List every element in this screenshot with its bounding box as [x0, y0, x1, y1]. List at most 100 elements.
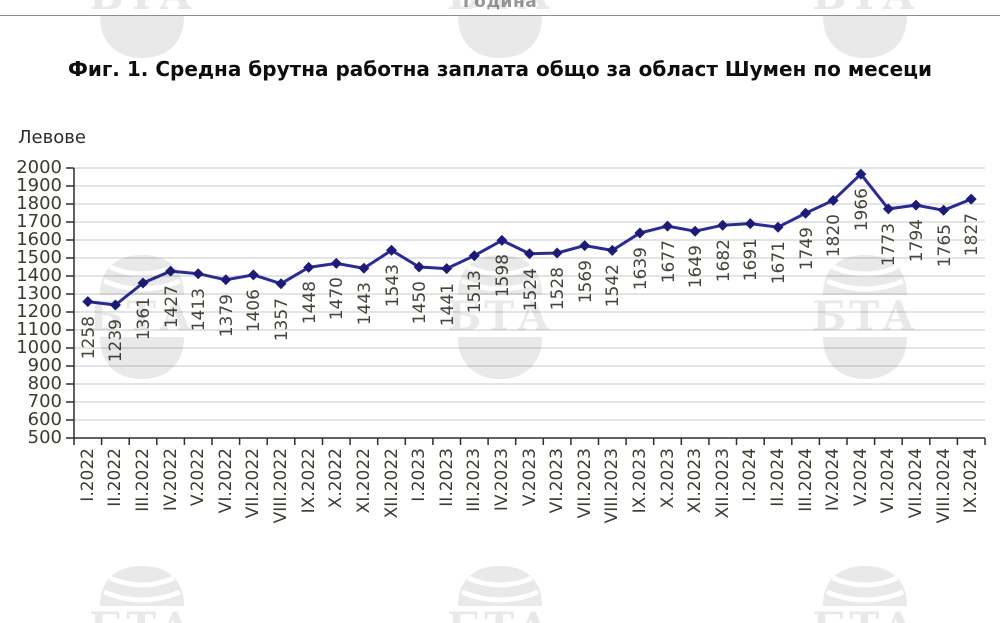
data-point-label: 1827 — [962, 213, 983, 257]
data-point-label: 1542 — [603, 264, 624, 308]
data-point-marker — [689, 225, 701, 237]
data-point-label: 1258 — [79, 316, 99, 366]
x-tick-label: I.2023 — [409, 448, 430, 502]
x-tick-label: VI.2022 — [215, 448, 236, 514]
data-point-marker — [910, 199, 922, 211]
x-tick-label: II.2022 — [105, 448, 126, 507]
x-tick-label: IV.2022 — [160, 448, 181, 512]
data-point-marker — [744, 218, 756, 230]
data-point-label: 1448 — [299, 281, 320, 325]
y-tick-label: 500 — [27, 427, 62, 448]
data-point-label: 1357 — [272, 297, 292, 341]
y-tick-label: 1400 — [16, 265, 62, 286]
data-point-label: 1513 — [465, 269, 486, 313]
data-point-label: 1598 — [492, 254, 513, 298]
data-point-marker — [358, 262, 370, 274]
x-tick-label: XII.2023 — [712, 448, 733, 519]
data-point-label: 1773 — [879, 222, 900, 267]
x-tick-label: IV.2023 — [491, 448, 512, 512]
x-tick-label: V.2023 — [519, 448, 540, 507]
x-tick-label: XI.2022 — [353, 448, 374, 514]
data-point-label: 1413 — [189, 287, 210, 331]
data-point-label: 1682 — [713, 239, 734, 283]
data-point-label: 1443 — [354, 282, 375, 326]
y-tick-label: 1600 — [16, 229, 62, 250]
x-tick-label: VIII.2022 — [271, 448, 291, 524]
x-tick-label: II.2024 — [768, 448, 788, 507]
x-tick-label: X.2023 — [657, 448, 678, 509]
data-point-label: 1361 — [134, 297, 154, 347]
data-point-marker — [717, 219, 729, 231]
data-point-marker — [772, 221, 784, 233]
y-tick-label: 1700 — [16, 211, 62, 232]
data-point-label: 1379 — [216, 293, 237, 338]
data-point-label: 1524 — [520, 267, 541, 311]
data-point-label: 1765 — [934, 224, 955, 268]
x-tick-label: I.2024 — [740, 448, 761, 502]
y-tick-label: 1500 — [16, 247, 62, 268]
data-point-marker — [330, 257, 342, 269]
data-point-label: 1569 — [575, 259, 596, 303]
data-point-label: 1639 — [630, 247, 651, 291]
x-tick-label: V.2022 — [188, 448, 209, 507]
data-point-marker — [247, 269, 259, 281]
data-point-label: 1427 — [162, 285, 182, 335]
data-point-label: 1406 — [244, 288, 265, 333]
data-point-label: 1441 — [438, 283, 458, 333]
data-point-label: 1749 — [796, 227, 817, 271]
data-point-marker — [220, 274, 232, 286]
x-tick-label: VI.2023 — [547, 448, 568, 514]
x-tick-label: III.2024 — [795, 448, 816, 512]
x-tick-label: VI.2024 — [878, 448, 899, 514]
data-point-marker — [938, 204, 950, 216]
y-tick-label: 2000 — [16, 157, 62, 178]
data-point-marker — [496, 234, 508, 246]
y-tick-label: 1100 — [16, 319, 62, 340]
y-axis-unit-label: Левове — [18, 127, 86, 148]
y-tick-label: 1800 — [16, 193, 62, 214]
y-tick-label: 700 — [27, 391, 62, 412]
data-point-label: 1691 — [741, 237, 762, 281]
data-point-marker — [606, 244, 618, 256]
data-point-label: 1820 — [824, 214, 845, 258]
x-tick-label: IX.2023 — [629, 448, 650, 514]
data-point-marker — [855, 168, 867, 180]
data-point-label: 1671 — [769, 241, 789, 285]
data-point-marker — [303, 261, 315, 273]
data-point-marker — [662, 220, 673, 232]
x-axis — [73, 437, 986, 445]
data-point-marker — [386, 244, 397, 256]
x-tick-label: XII.2022 — [381, 448, 402, 519]
y-tick-label: 1300 — [16, 283, 62, 304]
x-tick-label: I.2022 — [77, 448, 98, 502]
y-tick-label: 1900 — [16, 175, 62, 196]
data-point-marker — [579, 240, 591, 252]
data-point-label: 1450 — [410, 281, 431, 325]
x-tick-label: X.2022 — [326, 448, 347, 509]
figure-title: Фиг. 1. Средна брутна работна заплата об… — [67, 57, 932, 81]
x-tick-label: VIII.2023 — [602, 448, 623, 524]
data-point-label: 1239 — [106, 319, 127, 363]
data-point-label: 1649 — [686, 245, 707, 289]
x-tick-label: III.2023 — [464, 448, 485, 512]
y-tick-label: 800 — [27, 373, 62, 394]
x-tick-label: IV.2024 — [823, 448, 844, 512]
data-point-label: 1966 — [851, 188, 872, 232]
data-point-marker — [965, 193, 977, 205]
data-point-marker — [275, 278, 287, 290]
x-tick-label: XI.2023 — [685, 448, 706, 514]
x-tick-label: II.2023 — [436, 448, 457, 507]
data-point-label: 1543 — [382, 264, 403, 308]
data-point-marker — [800, 207, 812, 219]
data-point-marker — [882, 203, 894, 215]
y-tick-label: 600 — [27, 409, 62, 430]
data-point-marker — [827, 194, 839, 206]
y-tick-label: 900 — [27, 355, 62, 376]
data-point-label: 1528 — [548, 267, 569, 311]
x-tick-label: VII.2024 — [906, 448, 926, 519]
data-point-label: 1794 — [907, 219, 927, 263]
x-tick-label: IX.2024 — [961, 448, 982, 514]
data-point-label: 1677 — [658, 240, 679, 284]
y-tick-label: 1200 — [16, 301, 62, 322]
